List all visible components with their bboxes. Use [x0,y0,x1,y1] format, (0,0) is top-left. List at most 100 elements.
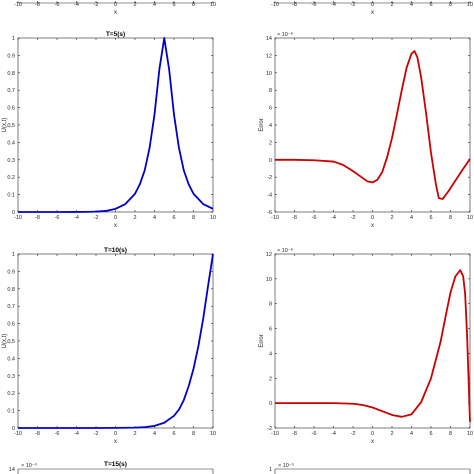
x-tick-label: -8 [35,431,40,437]
y-exponent-label: × 10⁻³ [21,463,37,469]
x-tick-label: -8 [292,2,297,8]
y-tick-label: 8 [269,302,272,308]
x-tick-label: -10 [271,2,279,8]
x-tick-label: 2 [133,215,136,221]
x-tick-label: 10 [467,215,473,221]
x-tick-label: 6 [429,215,432,221]
x-tick-label: 10 [467,431,473,437]
x-axis-label: x [114,10,117,16]
x-tick-label: 0 [371,215,374,221]
x-tick-label: -6 [55,215,60,221]
y-tick-label: 0.5 [7,339,15,345]
x-tick-label: 4 [410,431,413,437]
y-tick-label: 1 [269,467,272,473]
x-tick-label: -10 [271,431,279,437]
x-tick-label: 8 [192,2,195,8]
y-tick-label: 0.3 [7,374,15,380]
x-tick-label: 6 [429,431,432,437]
x-axis-label: x [114,439,117,445]
x-tick-label: 0 [114,215,117,221]
x-tick-label: 4 [153,431,156,437]
y-tick-label: 2 [269,376,272,382]
x-tick-label: -8 [35,215,40,221]
x-tick-label: -4 [74,431,79,437]
y-tick-label: 0 [12,210,15,216]
x-tick-label: -2 [94,2,99,8]
y-axis-label: U(x,t) [2,118,8,133]
y-tick-label: 10 [266,277,272,283]
panel-title: T=5(s) [106,31,125,38]
chart-panel-top-left-partial: -10 -8 -6 -4 -2 0 2 4 6 8 10 x [14,1,216,16]
y-tick-label: 10 [266,71,272,77]
x-tick-label: -4 [74,2,79,8]
y-tick-label: 0.8 [7,287,15,293]
y-tick-label: 12 [266,53,272,59]
x-tick-label: 4 [153,2,156,8]
x-tick-label: 8 [449,431,452,437]
x-tick-label: -4 [331,431,336,437]
chart-panel-top-right-partial: -10 -8 -6 -4 -2 0 2 4 6 8 10 x [271,1,473,16]
series-line [18,253,214,429]
y-tick-label: -4 [267,193,272,199]
x-tick-label: -10 [14,2,22,8]
y-tick-label: -6 [267,210,272,216]
x-axis-label: x [114,223,117,229]
x-axis-label: x [371,439,374,445]
x-tick-label: -8 [35,2,40,8]
y-tick-label: 0.2 [7,391,15,397]
x-tick-label: 0 [114,2,117,8]
y-tick-label: -2 [267,175,272,181]
x-tick-label: -6 [312,431,317,437]
y-tick-label: 0.8 [7,71,15,77]
y-tick-label: 0.7 [7,304,15,310]
x-tick-label: -4 [331,215,336,221]
y-axis-label: Error [259,334,265,347]
y-tick-label: 0.3 [7,158,15,164]
y-tick-label: 6 [269,327,272,333]
y-tick-label: 4 [269,123,272,129]
y-tick-label: 0.7 [7,88,15,94]
x-tick-label: 8 [192,431,195,437]
y-exponent-label: × 10⁻⁶ [277,247,293,254]
x-tick-label: -6 [312,2,317,8]
x-tick-label: 10 [210,431,216,437]
chart-panel-bottom-left-partial: T=15(s) × 10⁻³ 14 [9,461,214,474]
y-tick-label: 0 [269,401,272,407]
y-exponent-label: × 10⁻⁵ [278,462,294,469]
x-tick-label: -10 [14,215,22,221]
y-tick-label: 12 [266,252,272,258]
x-tick-label: 8 [449,2,452,8]
x-tick-label: 0 [371,431,374,437]
x-tick-label: 6 [172,215,175,221]
x-tick-label: 4 [410,2,413,8]
x-tick-label: -4 [331,2,336,8]
x-tick-label: 2 [133,2,136,8]
y-tick-label: 6 [269,106,272,112]
chart-panel-u-t5: -10 -8 -6 -4 -2 0 2 4 6 8 10 0 0.1 0.2 0.3 0.4 0.5 0.6 0.7… [2,31,216,229]
x-tick-label: 4 [153,215,156,221]
x-tick-label: 8 [192,215,195,221]
x-tick-label: -6 [55,2,60,8]
y-axis-label: Error [259,118,265,131]
x-tick-label: 4 [410,215,413,221]
x-tick-label: -4 [74,215,79,221]
x-tick-label: 6 [429,2,432,8]
x-tick-label: 6 [172,2,175,8]
x-tick-label: 0 [371,2,374,8]
series-line [18,37,214,213]
x-tick-label: 10 [467,2,473,8]
y-tick-label: 8 [269,88,272,94]
x-tick-label: -8 [292,215,297,221]
panel-title: T=15(s) [104,461,127,468]
y-tick-label: 1 [12,36,15,42]
x-tick-label: 6 [172,431,175,437]
chart-panel-err-t10: -10 -8 -6 -4 -2 0 2 4 6 8 10 -2 0 2 4 6 8 10 12 x Error × 10⁻… [259,247,473,445]
x-tick-label: 2 [390,431,393,437]
x-tick-label: 0 [114,431,117,437]
y-tick-label: 2 [269,140,272,146]
x-tick-label: 2 [390,215,393,221]
y-tick-label: -2 [267,426,272,432]
x-tick-label: -2 [94,431,99,437]
y-tick-label: 14 [266,36,272,42]
y-tick-label: 4 [269,351,272,357]
